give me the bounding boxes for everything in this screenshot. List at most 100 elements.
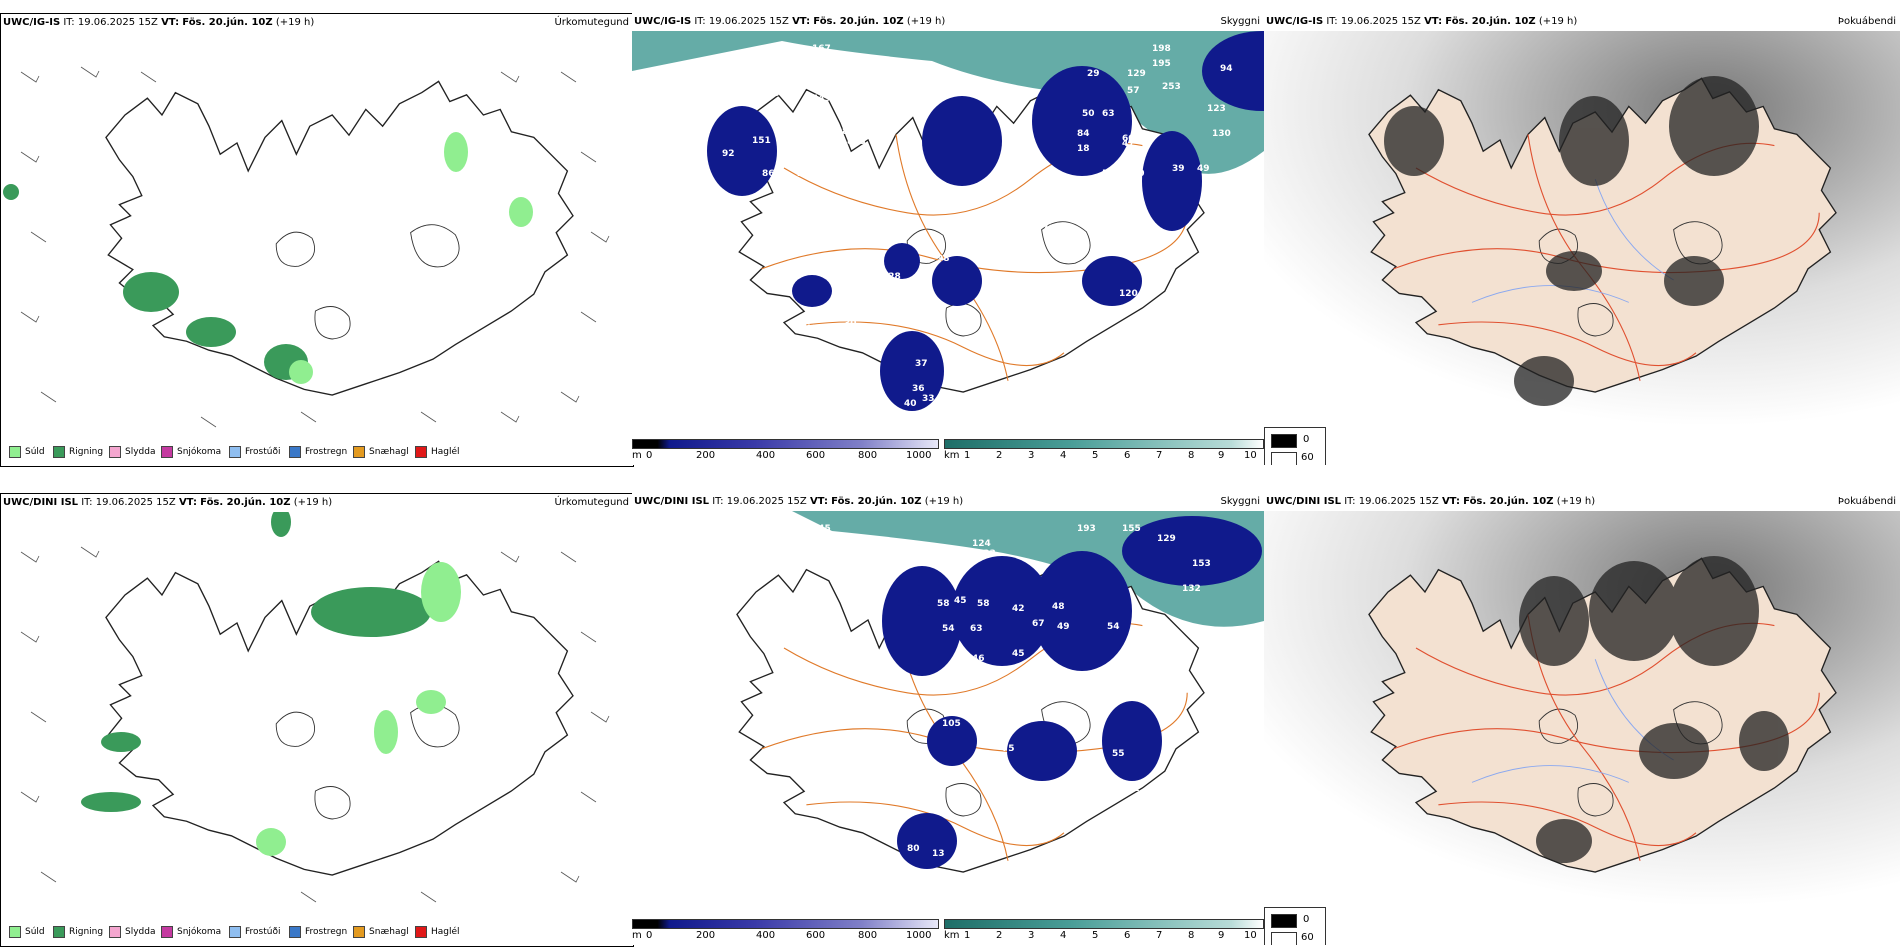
legend-swatch (229, 446, 241, 458)
visibility-value-label: 195 (1152, 59, 1171, 69)
visibility-value-label: 22 (797, 169, 810, 179)
fog-legend: 0 60 (1264, 907, 1326, 945)
legend-swatch (289, 446, 301, 458)
legend-item: Slydda (109, 446, 155, 458)
panel-header: UWC/DINI ISL IT: 19.06.2025 15Z VT: Fös.… (1266, 496, 1596, 507)
precip-legend: Súld Rigning Slydda Snjókoma Frostúði Fr… (1, 916, 633, 946)
visibility-value-label: 123 (977, 549, 996, 559)
panel-header: UWC/DINI ISL IT: 19.06.2025 15Z VT: Fös.… (3, 497, 333, 508)
visibility-value-label: 36 (912, 384, 925, 394)
fog-map (1264, 31, 1900, 426)
visibility-value-label: 50 (1082, 109, 1095, 119)
visibility-value-label: 99 (982, 669, 995, 679)
visibility-value-label: 124 (972, 539, 991, 549)
visibility-panel-row2: UWC/DINI ISL IT: 19.06.2025 15Z VT: Fös.… (632, 493, 1264, 945)
visibility-value-label: 12 (817, 134, 830, 144)
legend-swatch (415, 446, 427, 458)
legend-swatch (53, 926, 65, 938)
legend-item: Frostregn (289, 926, 347, 938)
visibility-value-label: 39 (1172, 164, 1185, 174)
legend-swatch (229, 926, 241, 938)
visibility-value-label: 57 (1127, 86, 1140, 96)
visibility-value-label: 45 (954, 596, 967, 606)
visibility-value-label: 883 (847, 137, 866, 147)
visibility-value-label: 18 (1077, 144, 1090, 154)
visibility-value-label: 129 (1127, 69, 1146, 79)
legend-swatch (353, 926, 365, 938)
visibility-value-label: 60 (1122, 134, 1135, 144)
panel-title: Þokuábendi (1837, 496, 1896, 507)
legend-swatch (161, 446, 173, 458)
visibility-value-label: 54 (942, 624, 955, 634)
visibility-value-label: 50 (987, 719, 1000, 729)
legend-item: Súld (9, 926, 45, 938)
precip-map (20, 512, 610, 903)
legend-item: Frostúði (229, 926, 280, 938)
legend-item: Snæhagl (353, 926, 409, 938)
legend-swatch (161, 926, 173, 938)
visibility-panel-row1: UWC/IG-IS IT: 19.06.2025 15Z VT: Fös. 20… (632, 13, 1264, 465)
visibility-value-label: 58 (977, 599, 990, 609)
visibility-value-label: 63 (1102, 109, 1115, 119)
legend-swatch (9, 926, 21, 938)
visibility-colorbar: km 1 2 3 4 5 6 7 8 9 10 (944, 437, 1264, 465)
visibility-value-label: 118 (782, 189, 801, 199)
panel-title: Úrkomutegund (554, 17, 629, 28)
precip-map (3, 66, 610, 428)
legend-item: Frostúði (229, 446, 280, 458)
fog-legend: 0 60 (1264, 427, 1326, 465)
visibility-value-label: 151 (752, 136, 771, 146)
elevation-colorbar: m 0 200 400 600 800 1000 (632, 917, 939, 945)
panel-header: UWC/IG-IS IT: 19.06.2025 15Z VT: Fös. 20… (634, 16, 946, 27)
visibility-value-label: 33 (922, 394, 935, 404)
legend-item: Slydda (109, 926, 155, 938)
legend-item: Haglél (415, 926, 460, 938)
visibility-value-label: 449 (812, 94, 831, 104)
visibility-value-label: 76 (1144, 269, 1157, 279)
visibility-value-label: 54 (1102, 169, 1115, 179)
legend-item: Frostregn (289, 446, 347, 458)
visibility-value-label: 153 (1192, 559, 1211, 569)
visibility-value-label: 47 (1122, 139, 1135, 149)
visibility-value-label: 40 (805, 324, 818, 334)
panel-title: Skyggni (1220, 496, 1260, 507)
precip-legend: Súld Rigning Slydda Snjókoma Frostúði Fr… (1, 436, 633, 466)
visibility-value-label: 75 (1002, 744, 1015, 754)
visibility-value-label: 105 (942, 719, 961, 729)
visibility-value-label: 86 (762, 169, 775, 179)
visibility-value-label: 56 (1077, 694, 1090, 704)
legend-swatch (415, 926, 427, 938)
visibility-value-label: 37 (915, 359, 928, 369)
legend-item: Snæhagl (353, 446, 409, 458)
legend-swatch (353, 446, 365, 458)
visibility-value-label: 120 (1027, 672, 1046, 682)
visibility-value-label: 98 (937, 254, 950, 264)
visibility-value-label: 33 (767, 89, 780, 99)
visibility-value-label: 193 (1077, 524, 1096, 534)
visibility-value-label: 49 (1057, 622, 1070, 632)
visibility-value-label: 49 (1197, 164, 1210, 174)
visibility-value-label: 27 (992, 754, 1005, 764)
legend-item: Rigning (53, 926, 103, 938)
fog-map (1264, 511, 1900, 906)
visibility-value-label: 70 (1042, 224, 1055, 234)
visibility-value-label: 128 (882, 272, 901, 282)
visibility-value-label: 58 (1037, 689, 1050, 699)
visibility-value-label: 155 (1122, 524, 1141, 534)
visibility-value-label: 123 (1207, 104, 1226, 114)
visibility-value-label: 80 (907, 844, 920, 854)
panel-title: Úrkomutegund (554, 497, 629, 508)
visibility-value-label: 848 (842, 127, 861, 137)
visibility-value-label: 53 (952, 664, 965, 674)
visibility-value-label: 29 (1087, 69, 1100, 79)
fog-panel-row1: UWC/IG-IS IT: 19.06.2025 15Z VT: Fös. 20… (1264, 13, 1900, 465)
visibility-value-label: 89 (1012, 279, 1025, 289)
visibility-value-label: 92 (722, 149, 735, 159)
visibility-colorbar: km 1 2 3 4 5 6 7 8 9 10 (944, 917, 1264, 945)
visibility-value-label: 75 (1070, 676, 1083, 686)
visibility-value-label: 63 (970, 624, 983, 634)
legend-item: Snjókoma (161, 926, 221, 938)
visibility-value-label: 42 (1012, 604, 1025, 614)
legend-item: Haglél (415, 446, 460, 458)
